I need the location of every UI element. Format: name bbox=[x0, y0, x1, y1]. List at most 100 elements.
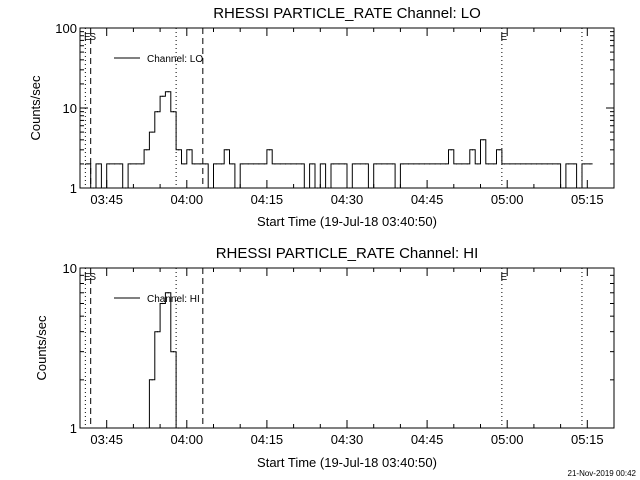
series-point bbox=[381, 163, 383, 165]
series-point bbox=[220, 163, 223, 165]
y-tick-label: 100 bbox=[55, 21, 77, 36]
legend-label: Channel: HI bbox=[147, 294, 200, 305]
series-point bbox=[279, 163, 281, 165]
series-point bbox=[519, 163, 522, 165]
x-tick-label: 05:00 bbox=[491, 192, 524, 207]
series-point bbox=[338, 163, 340, 165]
y-axis-label: Counts/sec bbox=[34, 315, 49, 381]
series-point bbox=[327, 187, 329, 189]
series-point bbox=[578, 187, 580, 189]
series-point bbox=[402, 163, 404, 165]
plot-area: 03:45 04:00 04:15 04:30 04:45 05:00 05:15 1 10 10… bbox=[55, 21, 615, 207]
series-point bbox=[535, 163, 538, 165]
series-point bbox=[183, 163, 185, 165]
series-point bbox=[455, 163, 458, 165]
marker-label: E bbox=[501, 272, 508, 283]
series-point bbox=[466, 163, 468, 165]
series-point bbox=[167, 292, 169, 294]
series-point bbox=[146, 149, 148, 151]
series-point bbox=[386, 163, 388, 165]
series-point bbox=[252, 163, 255, 165]
chart-title: RHESSI PARTICLE_RATE Channel: LO bbox=[213, 5, 481, 22]
series-point bbox=[509, 163, 511, 165]
series-point bbox=[589, 163, 591, 165]
series-point bbox=[178, 149, 180, 151]
series-point bbox=[557, 163, 559, 165]
x-tick-label: 05:15 bbox=[571, 192, 604, 207]
series-point bbox=[156, 111, 159, 113]
series-point bbox=[418, 163, 420, 165]
series-point bbox=[562, 187, 564, 189]
series-line bbox=[85, 91, 593, 189]
y-tick-label: 1 bbox=[70, 421, 77, 436]
timestamp-label: 21-Nov-2019 00:42 bbox=[568, 469, 637, 478]
x-tick-label: 03:45 bbox=[90, 192, 123, 207]
series-point bbox=[423, 163, 426, 165]
series-point bbox=[151, 131, 153, 133]
marker-label: S bbox=[89, 272, 96, 283]
series-point bbox=[429, 163, 431, 165]
series-point bbox=[151, 379, 153, 381]
series-point bbox=[258, 163, 260, 165]
x-tick-label: 03:45 bbox=[90, 432, 123, 447]
series-point bbox=[172, 351, 175, 353]
series-point bbox=[103, 187, 105, 189]
marker-label: E bbox=[84, 32, 91, 43]
x-tick-label: 04:15 bbox=[251, 432, 284, 447]
x-tick-label: 04:00 bbox=[171, 432, 204, 447]
x-tick-label: 05:15 bbox=[571, 432, 604, 447]
series-point bbox=[370, 187, 372, 189]
x-tick-label: 05:00 bbox=[491, 432, 524, 447]
series-point bbox=[231, 163, 233, 165]
y-tick-label: 10 bbox=[63, 261, 77, 276]
series-point bbox=[525, 163, 527, 165]
series-point bbox=[263, 163, 265, 165]
series-point bbox=[365, 163, 367, 165]
plot-area: 03:45 04:00 04:15 04:30 04:45 05:00 05:15110ES… bbox=[63, 261, 615, 447]
series-point bbox=[268, 149, 271, 151]
series-point bbox=[359, 163, 361, 165]
marker-label: E bbox=[84, 272, 91, 283]
series-point bbox=[114, 163, 116, 165]
series-point bbox=[199, 163, 201, 165]
series-point bbox=[317, 187, 319, 189]
series-point bbox=[445, 163, 447, 165]
series-point bbox=[541, 163, 543, 165]
x-tick-label: 04:45 bbox=[411, 432, 444, 447]
series-point bbox=[194, 163, 196, 165]
x-axis-label: Start Time (19-Jul-18 03:40:50) bbox=[257, 214, 437, 229]
series-point bbox=[242, 163, 244, 165]
legend-label: Channel: LO bbox=[147, 54, 203, 65]
series-point bbox=[311, 163, 313, 165]
series-point bbox=[188, 149, 191, 151]
series-point bbox=[98, 163, 100, 165]
series-point bbox=[236, 187, 239, 189]
series-point bbox=[172, 111, 175, 113]
series-point bbox=[215, 163, 217, 165]
series-point bbox=[568, 163, 570, 165]
series-point bbox=[108, 163, 110, 165]
x-tick-label: 04:45 bbox=[411, 192, 444, 207]
series-point bbox=[407, 163, 410, 165]
series-point bbox=[146, 427, 148, 429]
series-point bbox=[306, 187, 308, 189]
chart-title: RHESSI PARTICLE_RATE Channel: HI bbox=[216, 245, 479, 262]
series-point bbox=[210, 187, 212, 189]
marker-label: S bbox=[89, 32, 96, 43]
series-point bbox=[290, 163, 292, 165]
series-point bbox=[514, 163, 516, 165]
chart-panel-hi: RHESSI PARTICLE_RATE Channel: HI Counts/… bbox=[34, 245, 615, 470]
series-point bbox=[92, 187, 94, 189]
series-point bbox=[461, 163, 463, 165]
series-point bbox=[434, 163, 436, 165]
series-point bbox=[284, 163, 287, 165]
series-point bbox=[439, 163, 442, 165]
series-point bbox=[162, 95, 164, 97]
y-axis-label: Counts/sec bbox=[28, 75, 43, 141]
marker-label: E bbox=[501, 32, 508, 43]
series-point bbox=[375, 163, 377, 165]
series-point bbox=[530, 163, 532, 165]
series-point bbox=[471, 149, 474, 151]
series-point bbox=[204, 163, 207, 165]
